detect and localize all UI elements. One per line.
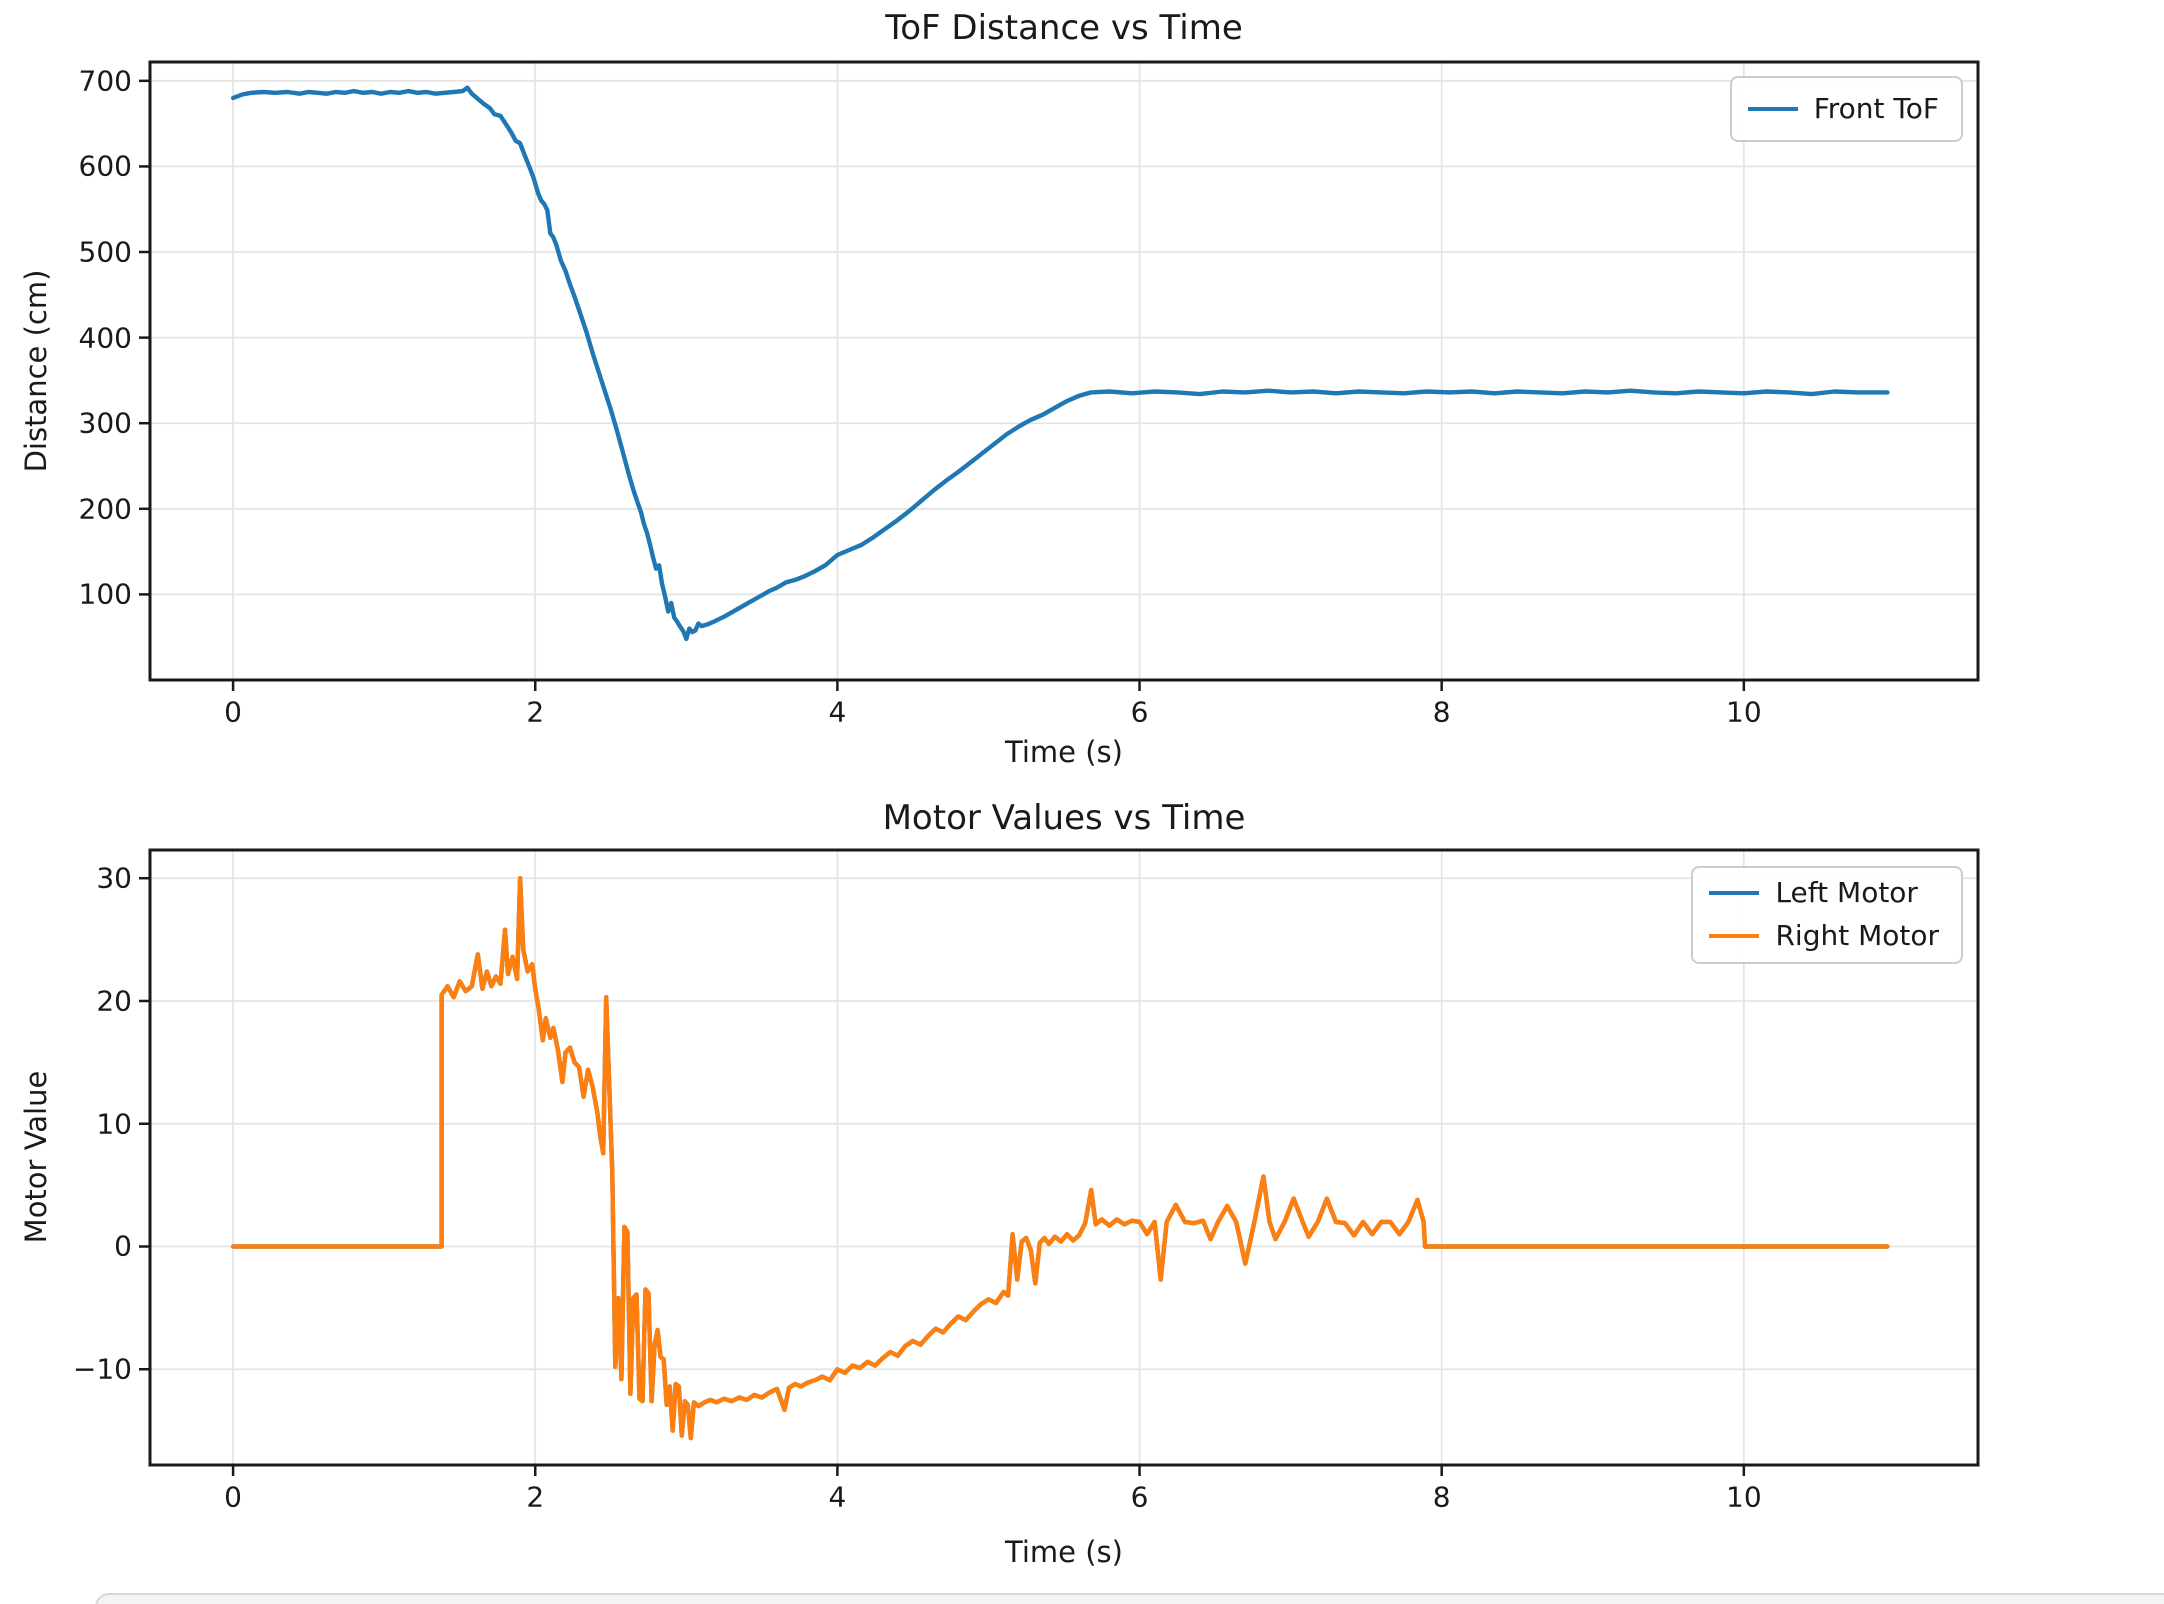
top-chart-title: ToF Distance vs Time (885, 8, 1243, 48)
bottom-chart-ylabel: Motor Value (19, 1070, 53, 1244)
front-tof-line-sample (1747, 106, 1798, 111)
x-tick-label: 4 (828, 695, 847, 729)
bottom-chart-xlabel: Time (s) (1005, 1535, 1123, 1569)
front-tof-legend-label: Front ToF (1813, 91, 1939, 125)
x-tick-label: 8 (1432, 695, 1451, 729)
x-tick-label: 6 (1130, 695, 1149, 729)
bottom-panel-card (95, 1593, 2164, 1604)
y-tick-label: 500 (78, 235, 132, 269)
y-tick-label: −10 (72, 1352, 132, 1386)
x-tick-label: 2 (526, 1480, 545, 1514)
legend-entry-right-motor: Right Motor (1709, 918, 1939, 952)
right-motor-legend-label: Right Motor (1775, 918, 1939, 952)
top-chart-xlabel: Time (s) (1005, 735, 1123, 769)
front-tof-line (230, 85, 1890, 642)
bottom-chart-title: Motor Values vs Time (882, 798, 1246, 838)
x-tick-label: 2 (526, 695, 545, 729)
y-tick-label: 30 (96, 861, 132, 895)
left-motor-legend-label: Left Motor (1775, 876, 1918, 909)
x-tick-label: 10 (1726, 1480, 1762, 1514)
legend-entry-left-motor: Left Motor (1709, 876, 1939, 909)
x-tick-label: 6 (1130, 1480, 1149, 1514)
top-chart-legend: Front ToF (1729, 76, 1963, 142)
x-tick-label: 0 (224, 1480, 242, 1514)
y-tick-label: 200 (78, 492, 132, 526)
top-chart-ylabel: Distance (cm) (19, 269, 53, 473)
x-tick-label: 0 (224, 695, 242, 729)
y-tick-label: 20 (96, 984, 132, 1018)
y-tick-label: 700 (78, 64, 132, 98)
legend-entry-front-tof: Front ToF (1747, 91, 1939, 125)
axes-spines (148, 60, 1980, 682)
y-tick-label: 400 (78, 321, 132, 355)
y-tick-label: 600 (78, 149, 132, 183)
y-tick-label: 10 (96, 1107, 132, 1141)
y-tick-label: 300 (78, 406, 132, 440)
x-tick-label: 8 (1432, 1480, 1451, 1514)
left-motor-line (230, 876, 1890, 1441)
bottom-chart-legend: Left Motor Right Motor (1691, 866, 1963, 964)
x-tick-label: 10 (1726, 695, 1762, 729)
right-motor-line (230, 876, 1890, 1441)
right-motor-line-sample (1709, 934, 1760, 939)
axes-spines (148, 848, 1980, 1467)
left-motor-line-sample (1709, 891, 1760, 896)
y-tick-label: 100 (78, 577, 132, 611)
y-tick-label: 0 (114, 1229, 132, 1263)
x-tick-label: 4 (828, 1480, 847, 1514)
